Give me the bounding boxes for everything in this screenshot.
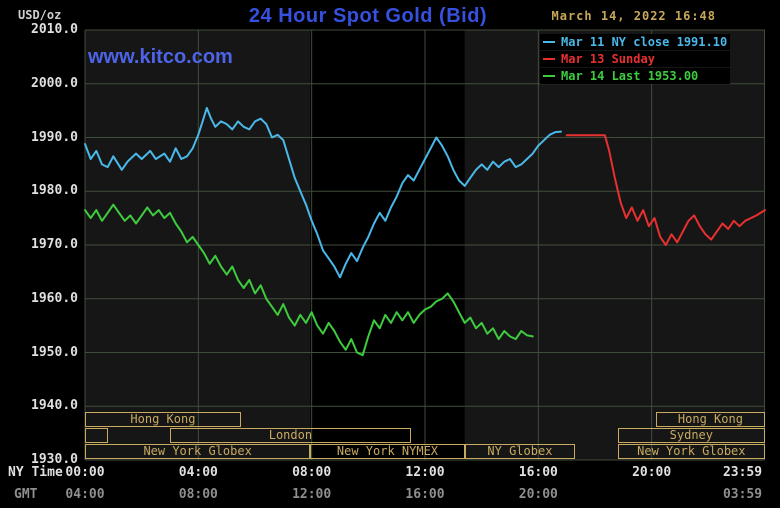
series-line-1 <box>565 134 766 246</box>
ny-time-tick-label: 08:00 <box>292 465 332 480</box>
session-box-london: London <box>170 428 411 443</box>
gmt-tick-label: 20:00 <box>518 487 558 502</box>
gmt-tick-label: 12:00 <box>292 487 332 502</box>
session-box-unlabeled <box>85 428 108 443</box>
session-box-new-york-globex: New York Globex <box>85 444 311 459</box>
y-axis-unit-label: USD/oz <box>18 8 62 22</box>
session-box-hong-kong: Hong Kong <box>85 412 241 427</box>
gmt-axis-label: GMT <box>14 487 38 502</box>
legend-label: Mar 14 Last 1953.00 <box>561 69 699 83</box>
series-line-2 <box>84 203 534 357</box>
ny-time-tick-label: 12:00 <box>405 465 445 480</box>
session-box-hong-kong: Hong Kong <box>655 412 765 427</box>
legend-label: Mar 13 Sunday <box>561 52 655 66</box>
ny-time-tick-label: 23:59 <box>722 465 763 480</box>
y-axis-label: 2000.0 <box>31 75 78 91</box>
ny-time-tick-label: 04:00 <box>178 465 218 480</box>
y-axis-label: 1970.0 <box>31 237 78 252</box>
legend-item: Mar 13 Sunday <box>540 51 731 67</box>
legend-dash-icon <box>543 41 555 43</box>
ny-time-tick-label: 16:00 <box>518 465 558 480</box>
y-axis-label: 1960.0 <box>31 290 78 306</box>
y-axis-label: 1990.0 <box>31 129 78 145</box>
chart-timestamp: March 14, 2022 16:48 <box>551 9 716 23</box>
y-axis-label: 1940.0 <box>31 398 78 414</box>
y-axis-label: 1980.0 <box>31 183 78 199</box>
x-axis-ny-time-row: NY Time 00:00 04:00 08:00 12:00 16:00 20:00 23… <box>0 465 780 481</box>
series-line-0 <box>84 106 562 279</box>
ny-time-tick-label: 20:00 <box>632 465 672 480</box>
chart-legend: Mar 11 NY close 1991.10 Mar 13 Sunday Mar … <box>540 34 731 85</box>
x-axis-gmt-row: GMT 04:00 08:00 12:00 16:00 20:00 03:59 <box>0 487 780 503</box>
gmt-tick-label: 16:00 <box>405 487 445 502</box>
y-axis-label: 1930.0 <box>31 452 78 467</box>
gmt-tick-label: 08:00 <box>178 487 218 502</box>
session-box-new-york-nymex: New York NYMEX <box>310 444 465 459</box>
session-box-new-york-globex: New York Globex <box>617 444 765 459</box>
gmt-tick-label: 04:00 <box>65 487 105 502</box>
kitco-watermark-link[interactable]: www.kitco.com <box>88 46 233 68</box>
session-box-ny-globex: NY Globex <box>464 444 576 459</box>
legend-dash-icon <box>543 75 555 77</box>
legend-item: Mar 11 NY close 1991.10 <box>540 34 731 50</box>
y-axis-label: 1950.0 <box>31 344 78 360</box>
y-axis-label: 2010.0 <box>31 22 78 37</box>
legend-dash-icon <box>543 58 555 60</box>
chart-title: 24 Hour Spot Gold (Bid) <box>248 5 488 27</box>
session-box-sydney: Sydney <box>617 428 765 443</box>
ny-time-axis-label: NY Time <box>8 465 63 480</box>
legend-label: Mar 11 NY close 1991.10 <box>561 35 728 49</box>
legend-item: Mar 14 Last 1953.00 <box>540 68 731 84</box>
ny-time-tick-label: 00:00 <box>65 465 105 480</box>
gmt-tick-label: 03:59 <box>722 487 763 502</box>
